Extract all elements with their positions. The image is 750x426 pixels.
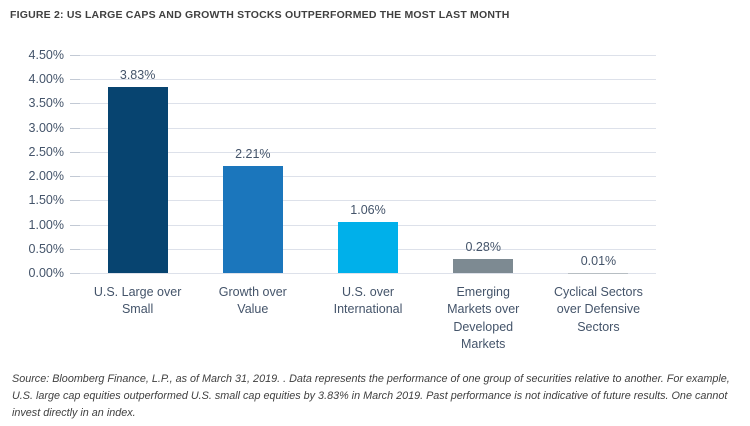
bar-slot: 0.28% [426, 55, 541, 273]
y-axis-label: 1.00% [28, 217, 64, 232]
y-axis-label: 4.00% [28, 72, 64, 87]
bar-4 [453, 259, 514, 273]
source-note: Source: Bloomberg Finance, L.P., as of M… [12, 373, 730, 420]
y-axis-label: 0.50% [28, 241, 64, 256]
y-axis-label: 4.50% [28, 48, 64, 62]
x-axis-label: Growth over Value [218, 285, 287, 317]
gridline [80, 176, 656, 178]
x-axis-label: Emerging Markets over Developed Markets [447, 285, 520, 351]
y-axis-tick [70, 224, 80, 226]
y-axis-label: 3.50% [28, 96, 64, 111]
gridline [80, 151, 656, 153]
bar-slot: 2.21% [195, 55, 310, 273]
gridline [80, 200, 656, 202]
y-axis-label: 1.50% [28, 193, 64, 208]
y-axis-label: 2.00% [28, 169, 64, 184]
y-axis-tick [70, 176, 80, 178]
gridline [80, 55, 656, 56]
y-axis-label: 2.50% [28, 144, 64, 159]
gridline [80, 79, 656, 81]
bar-data-label: 3.83% [119, 68, 156, 83]
y-axis-label: 0.00% [28, 266, 64, 280]
y-axis-tick [70, 151, 80, 153]
figure-title: FIGURE 2: US LARGE CAPS AND GROWTH STOCK… [10, 9, 510, 21]
gridline [80, 273, 656, 274]
y-axis-label: 3.00% [28, 120, 64, 135]
bar-3 [338, 221, 398, 273]
bar-1 [107, 87, 168, 273]
bar-slot: 0.01% [541, 55, 656, 273]
bar-data-label: 1.06% [350, 202, 386, 217]
y-axis-tick [70, 127, 80, 129]
bar-slot: 1.06% [310, 55, 425, 273]
bar-data-label: 0.28% [465, 240, 501, 255]
bars-layer: 3.83% 2.21% 1.06% 0.28% 0.01% [80, 55, 656, 273]
x-axis-label: U.S. over International [333, 285, 403, 317]
y-axis-tick [70, 200, 80, 202]
y-axis-tick [70, 55, 80, 56]
y-axis-tick [70, 273, 80, 274]
bar-2 [222, 165, 283, 273]
bar-slot: 3.83% [80, 55, 195, 273]
x-axis-labels: U.S. Large over Small Growth over Value U.… [80, 284, 656, 353]
gridline [80, 127, 656, 129]
bar-data-label: 0.01% [580, 253, 617, 268]
x-axis-label: Cyclical Sectors over Defensive Sectors [553, 285, 643, 334]
x-axis-label: U.S. Large over Small [93, 285, 182, 317]
bar-data-label: 2.21% [235, 146, 271, 161]
y-axis-tick [70, 248, 80, 250]
gridline [80, 103, 656, 105]
y-axis-tick [70, 79, 80, 81]
y-axis-tick [70, 103, 80, 105]
plot-area: 0.00% 0.50% 1.00% 1.50% 2.00% 2.50% 3.00% 3.50%… [29, 48, 656, 280]
